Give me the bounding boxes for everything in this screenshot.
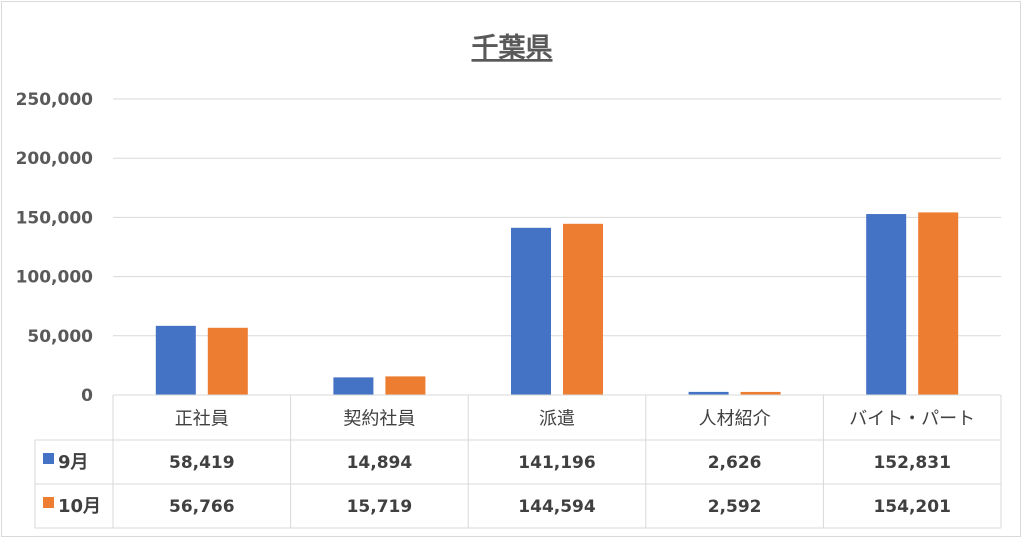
- y-tick-label: 100,000: [16, 268, 94, 288]
- data-table-cell: 15,719: [347, 497, 413, 517]
- category-label: 派遣: [539, 409, 575, 430]
- bar: [511, 227, 551, 395]
- y-tick-label: 50,000: [27, 327, 93, 347]
- bar: [688, 391, 729, 395]
- series-name: 9月: [58, 452, 89, 473]
- category-label: 契約社員: [343, 409, 415, 430]
- y-tick-label: 0: [81, 386, 93, 406]
- data-table: 正社員 契約社員 派遣 人材紹介 バイト・パート 9月 58,419 14,894 141,19…: [34, 394, 1002, 529]
- data-table-cell: 154,201: [873, 497, 950, 517]
- data-table-cell: 2,626: [708, 453, 762, 473]
- series-name: 10月: [58, 496, 101, 517]
- legend-swatch: [43, 497, 54, 508]
- y-tick-label: 250,000: [16, 90, 94, 110]
- bar: [918, 212, 959, 395]
- y-axis: 0 50,000 100,000 150,000 200,000 250,000: [16, 90, 94, 406]
- bar: [563, 223, 603, 395]
- bars: [155, 212, 959, 395]
- bar: [155, 325, 196, 395]
- gridlines: [113, 98, 1001, 337]
- data-table-cell: 14,894: [347, 453, 413, 473]
- data-table-cell: 152,831: [873, 453, 950, 473]
- bar: [333, 377, 374, 395]
- bar: [866, 214, 907, 395]
- data-table-cell: 56,766: [169, 497, 235, 517]
- chart-title: 千葉県: [472, 33, 553, 64]
- category-label: バイト・パート: [849, 409, 975, 430]
- category-label: 人材紹介: [699, 409, 771, 430]
- bar: [207, 327, 248, 395]
- data-table-cell: 2,592: [708, 497, 762, 517]
- data-table-cell: 141,196: [518, 453, 595, 473]
- bar: [740, 391, 781, 395]
- data-table-cell: 144,594: [518, 497, 596, 517]
- y-tick-label: 200,000: [16, 149, 94, 169]
- y-tick-label: 150,000: [16, 208, 94, 228]
- bar: [385, 376, 426, 395]
- category-label: 正社員: [175, 409, 229, 430]
- legend-swatch: [43, 453, 54, 464]
- data-table-cell: 58,419: [169, 453, 235, 473]
